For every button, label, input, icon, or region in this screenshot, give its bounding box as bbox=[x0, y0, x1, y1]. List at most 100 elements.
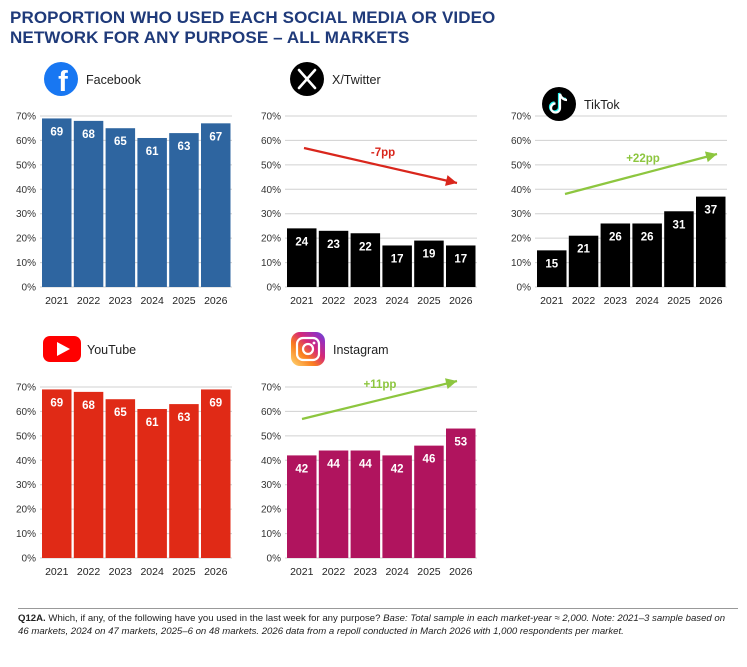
x-tick-label: 2023 bbox=[354, 295, 378, 307]
series-name: Instagram bbox=[333, 343, 389, 357]
x-tick-label: 2025 bbox=[172, 295, 196, 307]
bar-2022 bbox=[73, 391, 104, 558]
trend-label: +22pp bbox=[626, 153, 660, 165]
data-label: 26 bbox=[609, 231, 622, 243]
trend-arrow-head bbox=[704, 151, 717, 163]
y-tick-label: 20% bbox=[16, 505, 36, 516]
bar-2022 bbox=[318, 230, 349, 287]
y-tick-label: 60% bbox=[511, 136, 531, 147]
data-label: 44 bbox=[327, 459, 340, 471]
data-label: 24 bbox=[295, 236, 308, 248]
y-tick-label: 20% bbox=[511, 234, 531, 245]
bar-2023 bbox=[350, 233, 381, 287]
chart-instagram: 0% 10% 20% 30% 40% 50% 60% 70% 42 2021 44 2022 44 202… bbox=[261, 332, 477, 578]
youtube-icon-play bbox=[57, 342, 70, 356]
x-tick-label: 2025 bbox=[172, 566, 196, 578]
y-tick-label: 10% bbox=[261, 258, 281, 269]
facebook-icon-glyph: f bbox=[58, 66, 68, 98]
bar-2023 bbox=[600, 223, 631, 287]
bar-2023 bbox=[350, 450, 381, 558]
y-tick-label: 70% bbox=[511, 112, 531, 123]
y-tick-label: 30% bbox=[16, 209, 36, 220]
y-tick-label: 50% bbox=[16, 160, 36, 171]
trend-arrow-line bbox=[564, 152, 718, 196]
data-label: 44 bbox=[359, 459, 372, 471]
bar-2021 bbox=[537, 250, 567, 287]
data-label: 21 bbox=[577, 244, 590, 256]
tiktok-icon-glyph bbox=[549, 93, 568, 114]
trend-label: +11pp bbox=[364, 379, 397, 391]
data-label: 65 bbox=[114, 407, 127, 419]
series-name: X/Twitter bbox=[332, 73, 381, 87]
x-tick-label: 2023 bbox=[604, 295, 628, 307]
data-label: 61 bbox=[146, 146, 159, 158]
x-tick-label: 2026 bbox=[449, 566, 473, 578]
data-label: 63 bbox=[178, 412, 191, 424]
chart-youtube: 0% 10% 20% 30% 40% 50% 60% 70% 69 2021 68 2022 65 202… bbox=[16, 336, 232, 578]
x-tick-label: 2021 bbox=[290, 566, 314, 578]
bar-2023 bbox=[105, 128, 136, 287]
bar-2024 bbox=[137, 408, 167, 558]
y-tick-label: 70% bbox=[261, 112, 281, 123]
y-tick-label: 70% bbox=[16, 383, 36, 394]
y-tick-label: 40% bbox=[261, 185, 281, 196]
x-tick-label: 2024 bbox=[140, 566, 164, 578]
trend-arrow-head bbox=[445, 378, 457, 389]
y-tick-label: 30% bbox=[16, 480, 36, 491]
x-tick-label: 2021 bbox=[45, 295, 69, 307]
page-title: PROPORTION WHO USED EACH SOCIAL MEDIA OR… bbox=[10, 8, 530, 48]
y-tick-label: 60% bbox=[261, 136, 281, 147]
x-tick-label: 2022 bbox=[77, 295, 101, 307]
y-tick-label: 0% bbox=[267, 283, 282, 294]
x-tick-label: 2024 bbox=[635, 295, 659, 307]
bar-2025 bbox=[169, 133, 199, 287]
bar-2024 bbox=[137, 137, 167, 287]
y-tick-label: 30% bbox=[511, 209, 531, 220]
x-tick-label: 2025 bbox=[417, 566, 441, 578]
bar-2021 bbox=[287, 455, 317, 558]
x-tick-label: 2022 bbox=[322, 566, 346, 578]
footnote-question: Which, if any, of the following have you… bbox=[45, 613, 384, 624]
x-tick-label: 2024 bbox=[140, 295, 164, 307]
y-tick-label: 0% bbox=[22, 554, 37, 565]
data-label: 53 bbox=[454, 437, 467, 449]
x-tick-label: 2026 bbox=[204, 566, 228, 578]
x-tick-label: 2026 bbox=[204, 295, 228, 307]
data-label: 26 bbox=[641, 231, 654, 243]
x-tick-label: 2022 bbox=[77, 566, 101, 578]
series-name: Facebook bbox=[86, 73, 142, 87]
y-tick-label: 60% bbox=[261, 407, 281, 418]
bar-2025 bbox=[414, 445, 444, 558]
instagram-icon-frame bbox=[295, 336, 321, 362]
charts-canvas: 0% 10% 20% 30% 40% 50% 60% 70% 69 2021 68 2022 65 202… bbox=[16, 62, 727, 578]
x-tick-label: 2023 bbox=[109, 295, 133, 307]
y-tick-label: 0% bbox=[517, 283, 532, 294]
chart-x-twitter: 0% 10% 20% 30% 40% 50% 60% 70% 24 2021 23 2022 22 202… bbox=[261, 62, 477, 307]
bar-2026 bbox=[201, 389, 231, 558]
series-name: TikTok bbox=[584, 98, 620, 112]
data-label: 23 bbox=[327, 239, 340, 251]
data-label: 69 bbox=[209, 397, 222, 409]
bar-2026 bbox=[446, 245, 476, 287]
y-tick-label: 50% bbox=[261, 431, 281, 442]
y-tick-label: 10% bbox=[261, 529, 281, 540]
x-tick-label: 2024 bbox=[385, 566, 409, 578]
trend-arrow-line bbox=[303, 146, 458, 185]
x-tick-label: 2023 bbox=[109, 566, 133, 578]
y-tick-label: 60% bbox=[16, 407, 36, 418]
bar-2022 bbox=[568, 235, 599, 287]
x-tick-label: 2025 bbox=[667, 295, 691, 307]
y-tick-label: 0% bbox=[267, 554, 282, 565]
data-label: 19 bbox=[423, 249, 436, 261]
data-label: 68 bbox=[82, 400, 95, 412]
y-tick-label: 0% bbox=[22, 283, 37, 294]
data-label: 67 bbox=[209, 131, 222, 143]
data-label: 69 bbox=[50, 126, 63, 138]
instagram-icon-lens bbox=[301, 342, 315, 356]
facebook-icon-circle bbox=[44, 62, 78, 96]
x-tick-label: 2025 bbox=[417, 295, 441, 307]
bar-2021 bbox=[287, 228, 317, 287]
y-tick-label: 30% bbox=[261, 209, 281, 220]
data-label: 37 bbox=[704, 205, 717, 217]
y-tick-label: 70% bbox=[16, 112, 36, 123]
